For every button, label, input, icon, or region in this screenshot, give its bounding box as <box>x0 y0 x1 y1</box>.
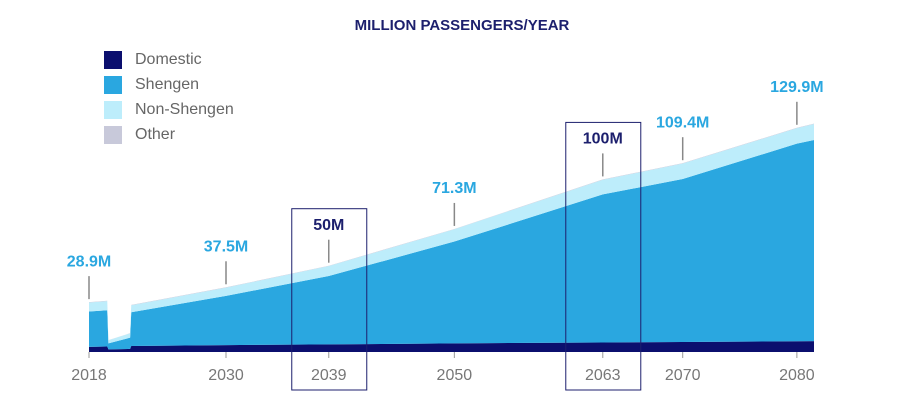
x-tick-label: 2050 <box>437 367 473 384</box>
x-tick-label: 2070 <box>665 367 701 384</box>
x-tick-label: 2063 <box>585 367 621 384</box>
legend-swatch <box>104 126 122 144</box>
area <box>89 124 814 344</box>
highlight-box <box>291 208 368 391</box>
legend-swatch <box>104 101 122 119</box>
legend-label: Domestic <box>135 51 202 68</box>
chart-title: MILLION PASSENGERS/YEAR <box>355 17 570 34</box>
x-tick-label: 2030 <box>208 367 244 384</box>
x-tick-label: 2039 <box>311 367 347 384</box>
legend-label: Shengen <box>135 76 199 93</box>
legend-label: Non-Shengen <box>135 101 234 118</box>
annotation-label: 50M <box>313 217 344 234</box>
legend-swatch <box>104 76 122 94</box>
highlight-box <box>565 121 642 391</box>
area <box>89 140 814 350</box>
legend-label: Other <box>135 126 176 143</box>
annotation-label: 109.4M <box>656 114 709 131</box>
annotation-label: 71.3M <box>432 180 476 197</box>
legend-swatch <box>104 51 122 69</box>
annotation-label: 37.5M <box>204 238 248 255</box>
x-tick-label: 2080 <box>779 367 815 384</box>
annotation-label: 129.9M <box>770 79 823 96</box>
x-tick-label: 2018 <box>71 367 107 384</box>
annotation-label: 28.9M <box>67 253 111 270</box>
annotation-label: 100M <box>583 131 623 148</box>
area <box>89 341 814 352</box>
